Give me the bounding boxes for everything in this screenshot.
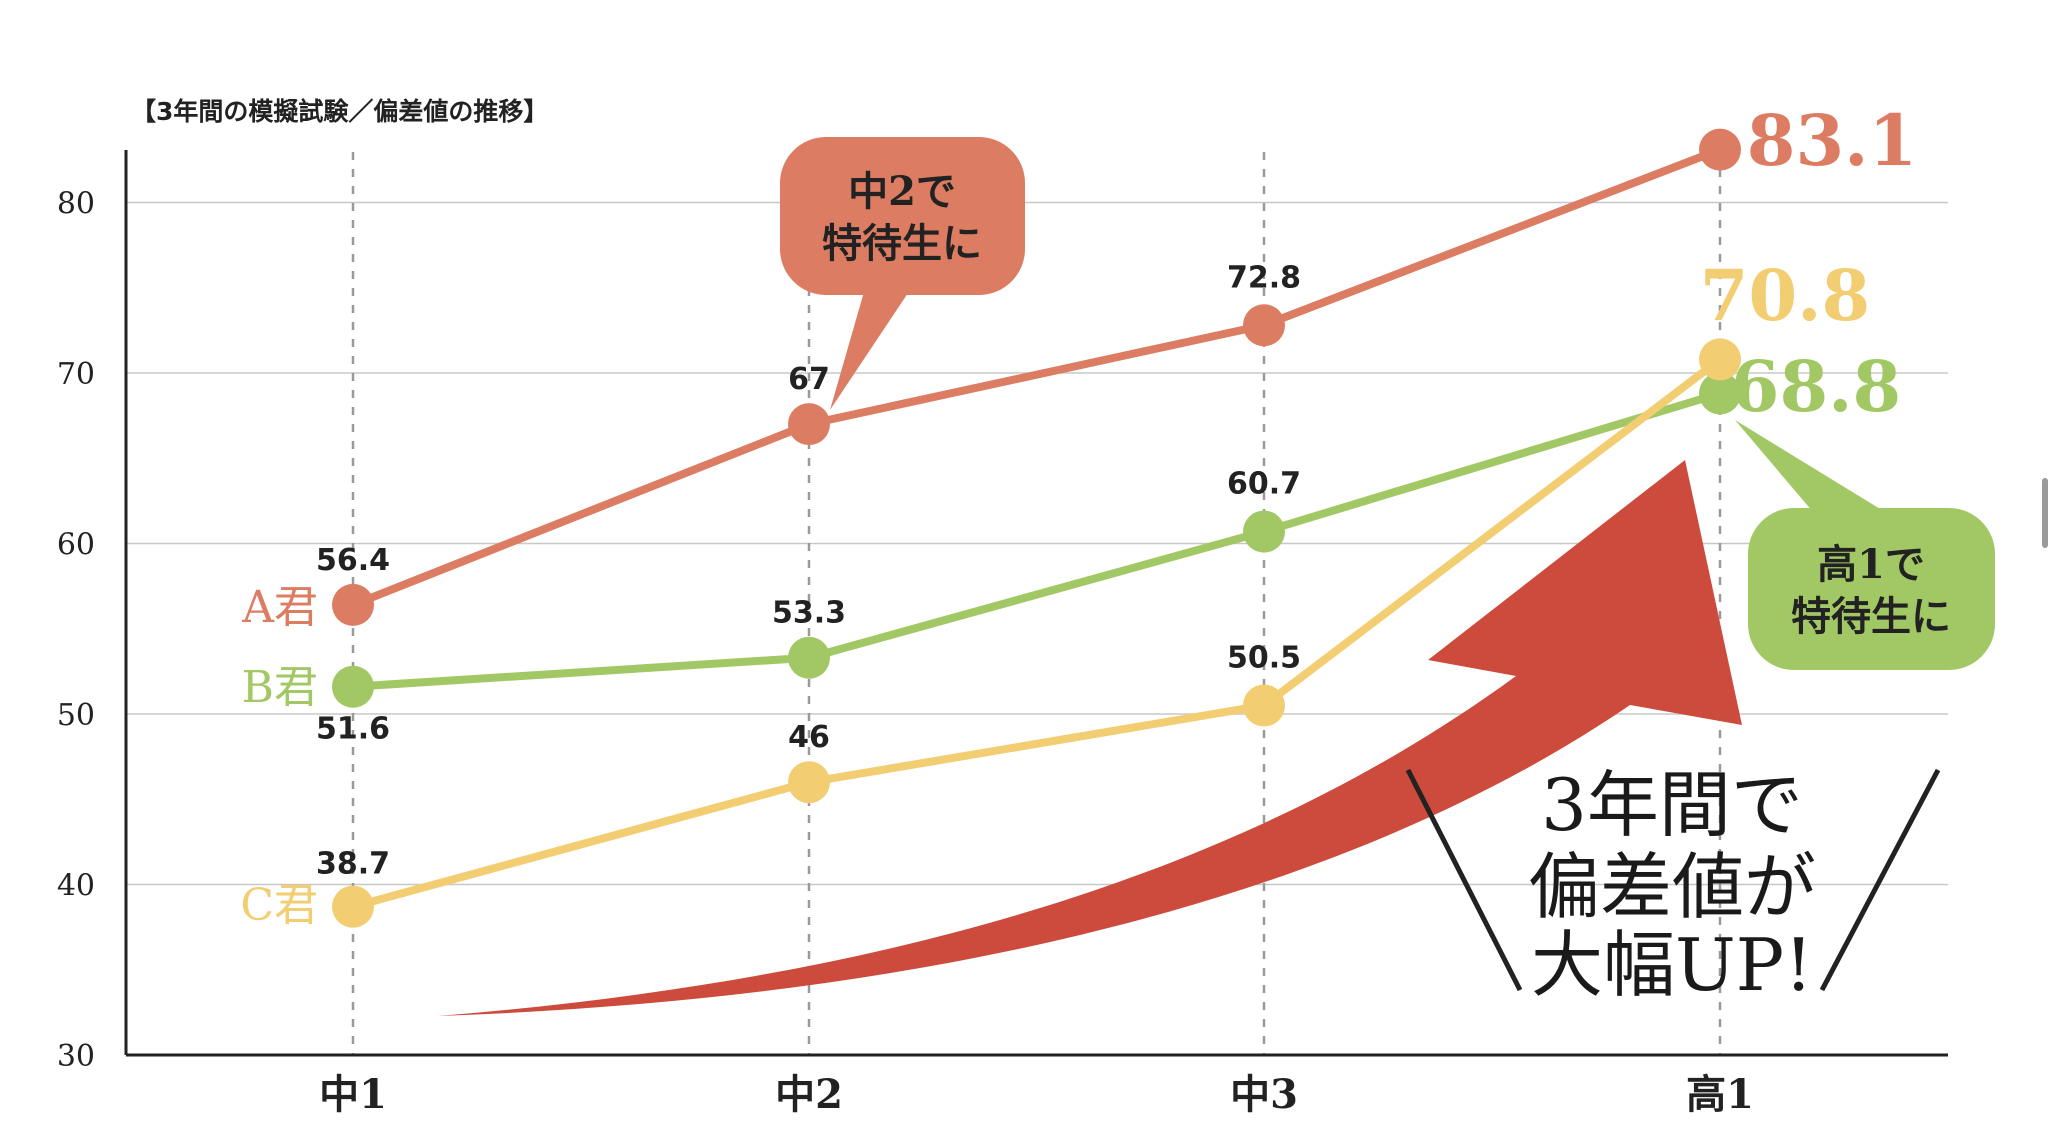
series-name-0: A君 [241, 582, 318, 633]
data-point-2-2 [1243, 684, 1285, 727]
data-label-1-2: 60.7 [1227, 467, 1301, 502]
series-name-2: C君 [240, 880, 318, 931]
data-point-1-1 [788, 636, 830, 679]
series-line-0 [351, 145, 1722, 609]
x-tick-label-1: 中2 [775, 1071, 843, 1118]
arrow-text-line-0: 3年間で [1541, 763, 1803, 847]
data-point-0-3 [1699, 128, 1741, 171]
series-line-2 [351, 356, 1723, 911]
data-label-2-1: 46 [788, 720, 830, 755]
data-label-0-2: 72.8 [1227, 260, 1301, 295]
x-tick-label-2: 中3 [1230, 1071, 1298, 1118]
data-label-1-1: 53.3 [772, 596, 846, 631]
data-point-2-1 [788, 761, 830, 804]
growth-arrow [438, 460, 1742, 1016]
data-label-1-0: 51.6 [316, 712, 390, 747]
data-point-2-3 [1699, 338, 1741, 381]
axis-layer: 30 40 50 60 70 80 中1 中2 中3 高1 [57, 150, 1948, 1118]
callout-a-tail [830, 278, 918, 410]
y-tick-label-70: 70 [57, 357, 95, 392]
series-layer [332, 128, 1741, 928]
callout-b-tail [1735, 420, 1890, 532]
series-name-1: B君 [242, 662, 318, 713]
arrow-text-line-1: 偏差値が [1528, 845, 1816, 929]
data-label-final-2: 70.8 [1700, 254, 1871, 337]
data-label-final-0: 83.1 [1747, 99, 1918, 182]
arrow-layer [438, 460, 1742, 1016]
x-tick-label-3: 高1 [1686, 1071, 1754, 1118]
data-label-0-1: 67 [788, 362, 830, 397]
callout-a-bubble [780, 137, 1025, 295]
callout-a-text-1: 特待生に [822, 220, 982, 267]
data-point-1-2 [1243, 510, 1285, 553]
callout-a-text-0: 中2で [848, 168, 956, 215]
data-label-2-2: 50.5 [1227, 640, 1301, 675]
bracket-left-line [1405, 768, 1523, 992]
y-tick-label-40: 40 [57, 869, 95, 904]
chart-title: 【3年間の模擬試験／偏差値の推移】 [131, 97, 548, 126]
data-point-0-1 [788, 403, 830, 446]
data-point-1-3 [1699, 372, 1741, 415]
y-tick-label-30: 30 [57, 1039, 95, 1074]
bracket-right-line [1819, 768, 1941, 992]
data-label-0-0: 56.4 [316, 543, 390, 578]
data-point-2-0 [332, 885, 374, 928]
arrow-text-line-2: 大幅UP! [1531, 923, 1813, 1007]
y-tick-label-80: 80 [57, 187, 95, 222]
y-tick-label-50: 50 [57, 698, 95, 733]
x-tick-label-0: 中1 [319, 1071, 387, 1118]
scrollbar[interactable] [2042, 478, 2048, 548]
data-point-0-0 [332, 583, 374, 626]
data-label-final-1: 68.8 [1731, 345, 1902, 428]
data-point-0-2 [1243, 304, 1285, 347]
data-label-2-0: 38.7 [316, 847, 390, 882]
callout-b-text-1: 特待生に [1791, 593, 1951, 640]
y-tick-label-60: 60 [57, 528, 95, 563]
callout-b-text-0: 高1で [1817, 541, 1925, 588]
data-point-1-0 [332, 665, 374, 708]
series-line-1 [352, 389, 1722, 691]
callout-b-bubble [1748, 508, 1995, 670]
